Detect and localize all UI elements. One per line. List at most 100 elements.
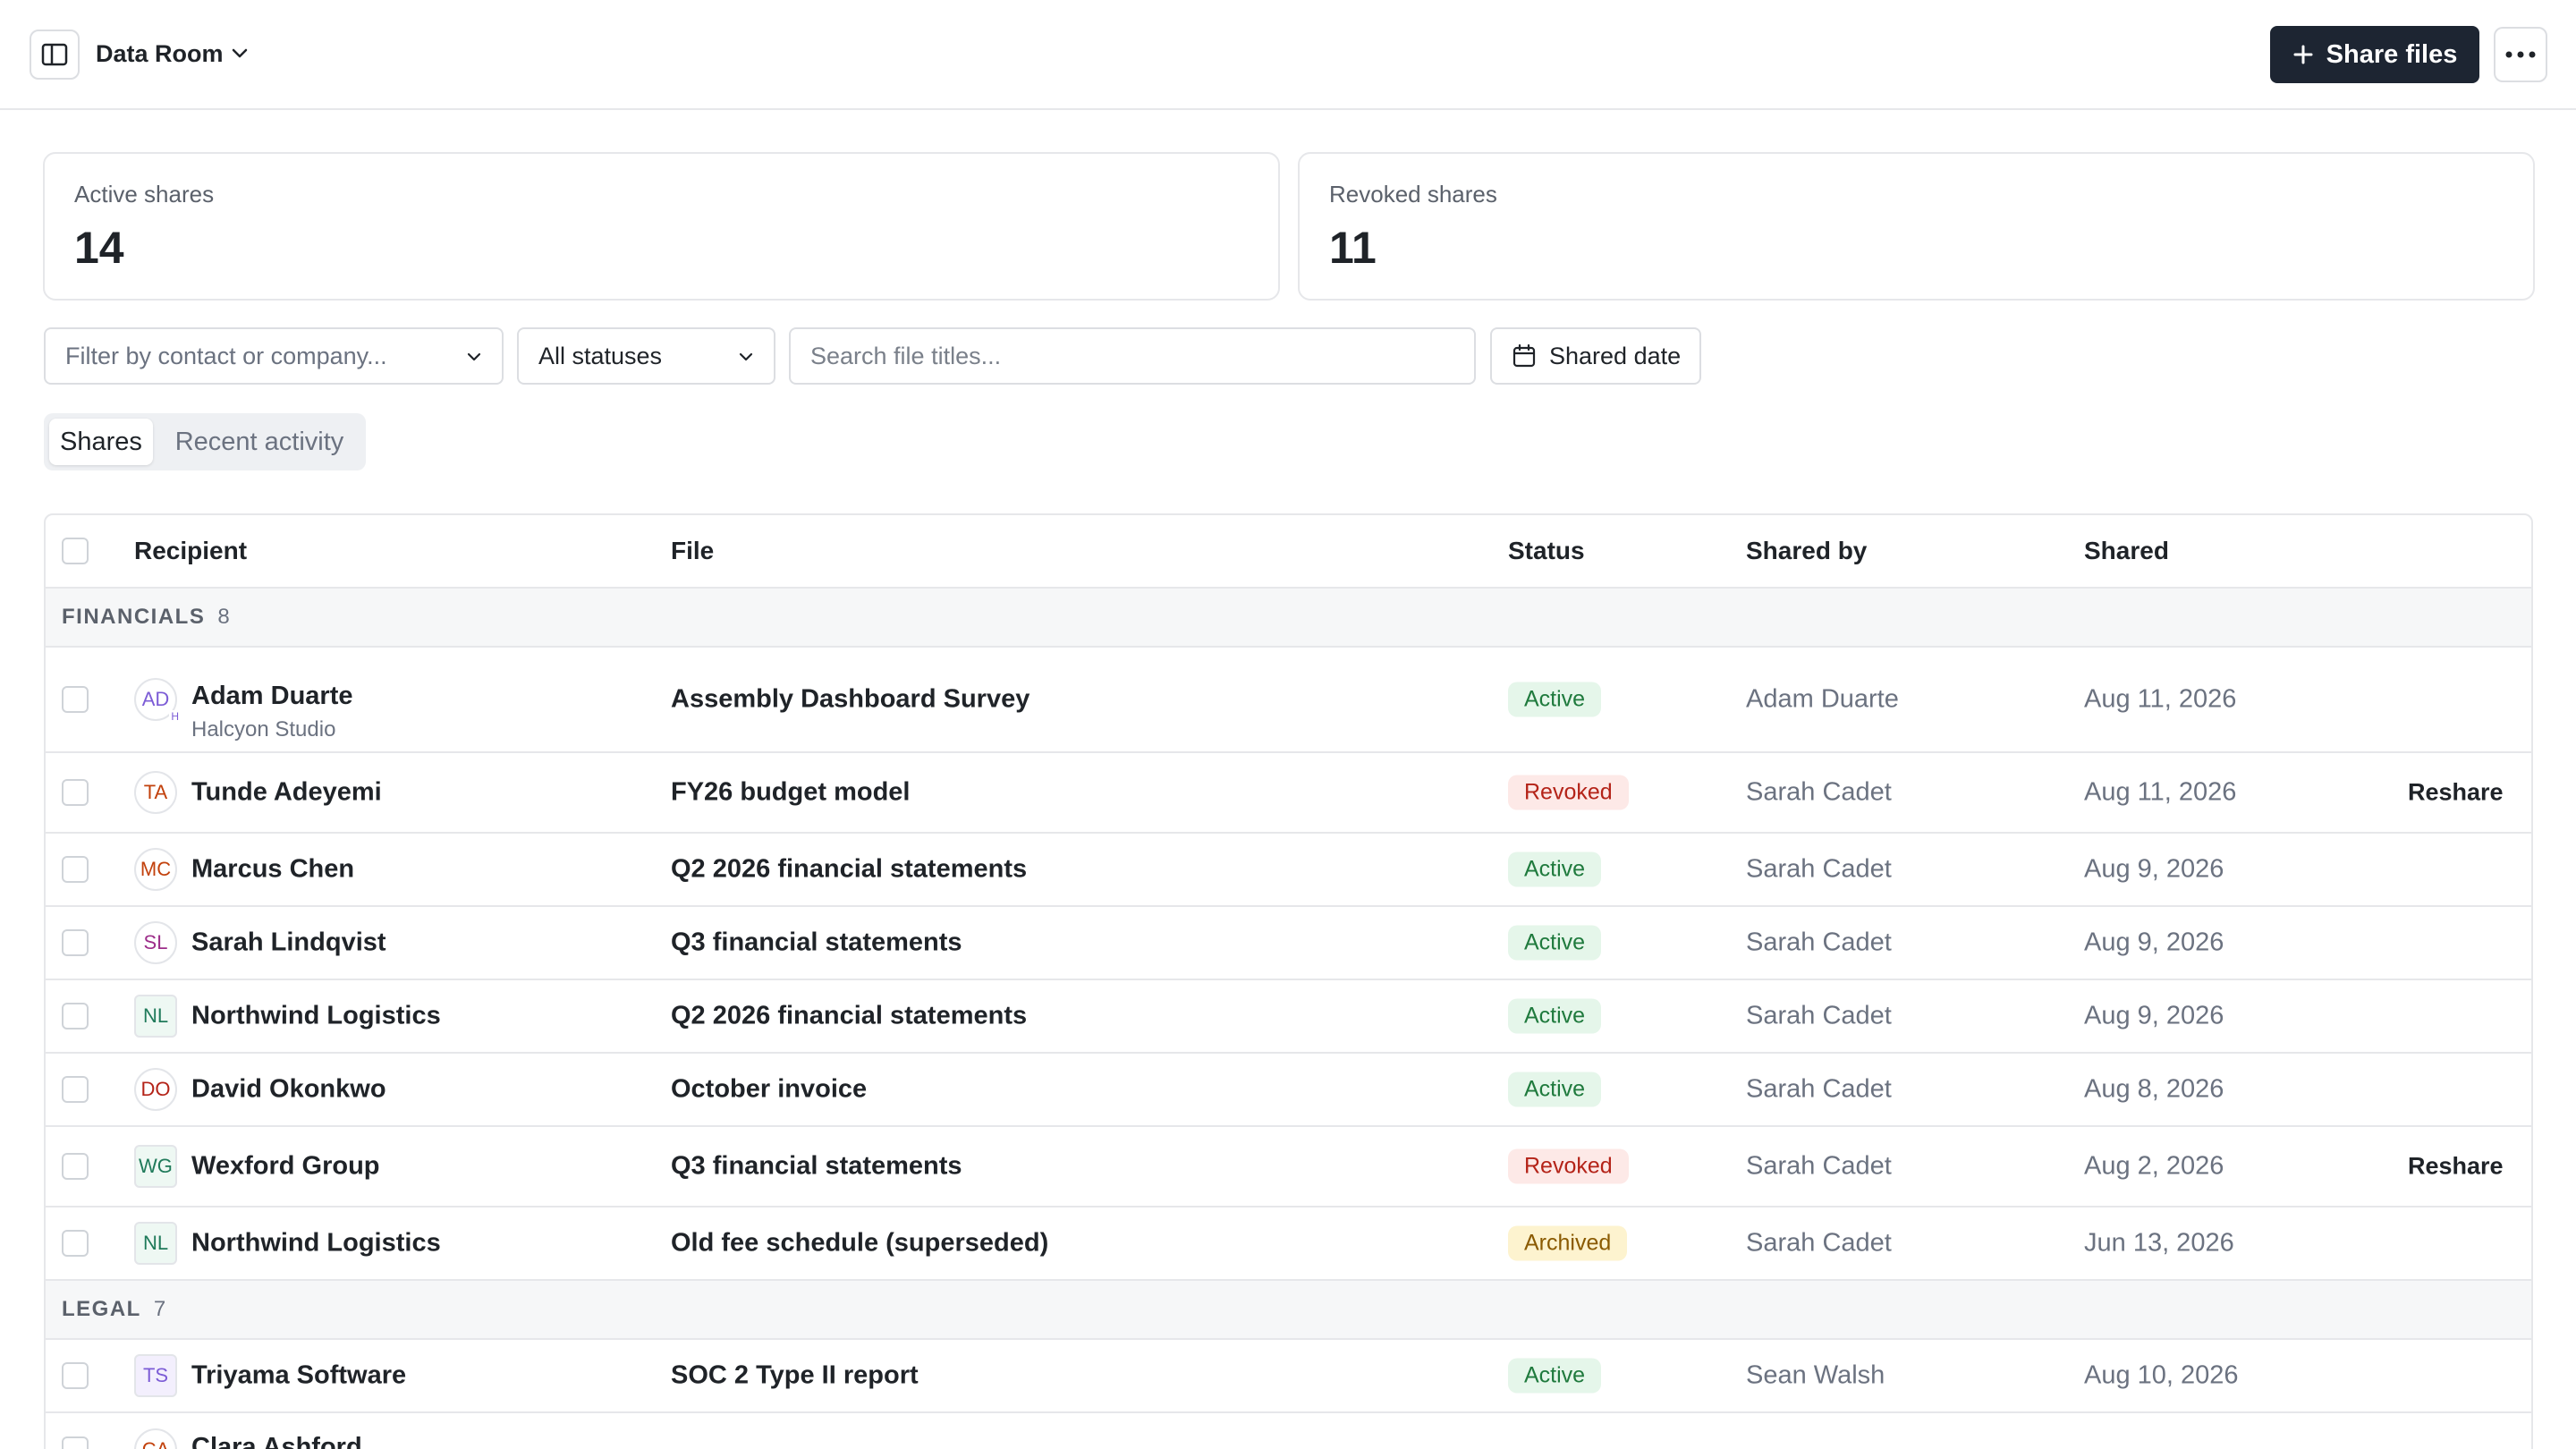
more-horizontal-icon	[2505, 51, 2536, 58]
shared-date: Aug 2, 2026	[2084, 1151, 2224, 1181]
contact-filter-select[interactable]: Filter by contact or company...	[44, 327, 504, 385]
table-row[interactable]: SL Sarah Lindqvist Q3 financial statemen…	[46, 907, 2531, 980]
sidebar-toggle-button[interactable]	[30, 30, 80, 80]
row-checkbox[interactable]	[62, 1362, 89, 1389]
shared-date: Aug 8, 2026	[2084, 1074, 2224, 1104]
column-header-shared[interactable]: Shared	[2084, 537, 2169, 564]
recipient-name: Wexford Group	[191, 1151, 380, 1181]
row-checkbox[interactable]	[62, 856, 89, 883]
status-badge: Revoked	[1508, 1148, 1629, 1184]
recipient-name: Northwind Logistics	[191, 1228, 441, 1258]
chevron-down-icon	[467, 352, 481, 361]
status-badge: Active	[1508, 998, 1602, 1034]
recipient-name: Marcus Chen	[191, 854, 355, 884]
shared-date-label: Shared date	[1549, 342, 1682, 369]
row-checkbox[interactable]	[62, 1436, 89, 1449]
row-checkbox[interactable]	[62, 1003, 89, 1030]
table-row[interactable]: NL Northwind Logistics Q2 2026 financial…	[46, 980, 2531, 1054]
avatar: NL	[134, 995, 177, 1038]
row-checkbox[interactable]	[62, 1076, 89, 1103]
file-name[interactable]: Q2 2026 financial statements	[671, 854, 1028, 884]
group-count: 8	[217, 605, 230, 629]
avatar: TA	[134, 771, 177, 814]
stat-label: Revoked shares	[1329, 181, 1497, 208]
avatar-initials: CA	[142, 1438, 170, 1449]
stat-value: 11	[1329, 223, 1377, 273]
avatar-initials: TS	[142, 1364, 169, 1386]
avatar-initials: NL	[142, 1232, 169, 1254]
file-name[interactable]: Old fee schedule (superseded)	[671, 1228, 1049, 1258]
shares-table: Recipient File Status Shared by Shared F…	[44, 513, 2533, 1449]
shared-by: Sarah Cadet	[1746, 854, 1892, 884]
room-title[interactable]: Data Room	[96, 40, 224, 67]
file-name[interactable]: Q2 2026 financial statements	[671, 1001, 1028, 1030]
table-row[interactable]: NL Northwind Logistics Old fee schedule …	[46, 1208, 2531, 1281]
top-bar: Data Room Share files	[0, 0, 2576, 110]
file-name[interactable]: Q3 financial statements	[671, 928, 962, 957]
column-header-file[interactable]: File	[671, 537, 715, 564]
avatar-initials: WG	[139, 1155, 173, 1177]
status-badge: Active	[1508, 925, 1602, 961]
reshare-button[interactable]: Reshare	[2408, 1152, 2504, 1180]
status-badge: Archived	[1508, 1225, 1628, 1261]
stat-value: 14	[74, 223, 124, 273]
column-header-recipient[interactable]: Recipient	[134, 537, 248, 564]
avatar-initials: AD	[141, 688, 170, 710]
shared-by: Sarah Cadet	[1746, 777, 1892, 807]
group-name: LEGAL	[62, 1297, 141, 1321]
group-label: FINANCIALS 8	[62, 605, 230, 630]
row-checkbox[interactable]	[62, 686, 89, 713]
chevron-down-icon[interactable]	[227, 41, 252, 66]
table-row[interactable]: TA Tunde Adeyemi FY26 budget model Revok…	[46, 753, 2531, 834]
table-row[interactable]: AD H Adam Duarte Halcyon Studio Assembly …	[46, 648, 2531, 753]
recipient-name: Triyama Software	[191, 1360, 407, 1390]
row-checkbox[interactable]	[62, 1230, 89, 1257]
table-row[interactable]: CA Clara Ashford	[46, 1413, 2531, 1449]
table-row[interactable]: DO David Okonkwo October invoice Active …	[46, 1054, 2531, 1127]
row-checkbox[interactable]	[62, 1153, 89, 1180]
avatar: NL	[134, 1222, 177, 1265]
share-files-button[interactable]: Share files	[2270, 26, 2479, 83]
column-header-status[interactable]: Status	[1508, 537, 1585, 564]
tab-recent-activity[interactable]: Recent activity	[174, 427, 344, 456]
share-files-label: Share files	[2326, 39, 2458, 69]
group-count: 7	[153, 1297, 166, 1321]
avatar-initials: NL	[142, 1004, 169, 1027]
shared-date-filter-button[interactable]: Shared date	[1490, 327, 1701, 385]
avatar-initials: SL	[143, 931, 168, 953]
table-row[interactable]: TS Triyama Software SOC 2 Type II report…	[46, 1340, 2531, 1413]
file-name[interactable]: SOC 2 Type II report	[671, 1360, 919, 1390]
more-options-button[interactable]	[2494, 27, 2547, 82]
row-checkbox[interactable]	[62, 929, 89, 956]
active-shares-card: Active shares 14	[43, 152, 1280, 301]
avatar-initials: MC	[140, 858, 172, 880]
recipient-name: David Okonkwo	[191, 1074, 386, 1104]
file-name[interactable]: October invoice	[671, 1074, 868, 1104]
shared-date: Aug 9, 2026	[2084, 928, 2224, 957]
shared-date: Aug 9, 2026	[2084, 854, 2224, 884]
shared-date: Aug 11, 2026	[2084, 684, 2237, 714]
file-name[interactable]: Q3 financial statements	[671, 1151, 962, 1181]
file-search-input[interactable]	[810, 342, 1454, 370]
column-header-shared-by[interactable]: Shared by	[1746, 537, 1868, 564]
shared-by: Sarah Cadet	[1746, 1001, 1892, 1030]
revoked-shares-card: Revoked shares 11	[1298, 152, 2535, 301]
reshare-button[interactable]: Reshare	[2408, 778, 2504, 806]
file-search-field[interactable]	[789, 327, 1476, 385]
avatar-initials: DO	[140, 1078, 171, 1100]
stat-label: Active shares	[74, 181, 215, 208]
select-all-checkbox[interactable]	[62, 538, 89, 564]
file-name[interactable]: FY26 budget model	[671, 777, 911, 807]
avatar: WG	[134, 1145, 177, 1188]
row-checkbox[interactable]	[62, 779, 89, 806]
table-row[interactable]: MC Marcus Chen Q2 2026 financial stateme…	[46, 834, 2531, 907]
chevron-down-icon	[739, 352, 753, 361]
status-filter-select[interactable]: All statuses	[517, 327, 775, 385]
status-badge: Active	[1508, 1072, 1602, 1107]
recipient-name: Adam Duarte	[191, 682, 353, 710]
group-row-legal: LEGAL 7	[46, 1281, 2531, 1340]
file-name[interactable]: Assembly Dashboard Survey	[671, 684, 1030, 714]
avatar: MC	[134, 848, 177, 891]
table-row[interactable]: WG Wexford Group Q3 financial statements…	[46, 1127, 2531, 1208]
tab-shares[interactable]: Shares	[49, 419, 153, 465]
